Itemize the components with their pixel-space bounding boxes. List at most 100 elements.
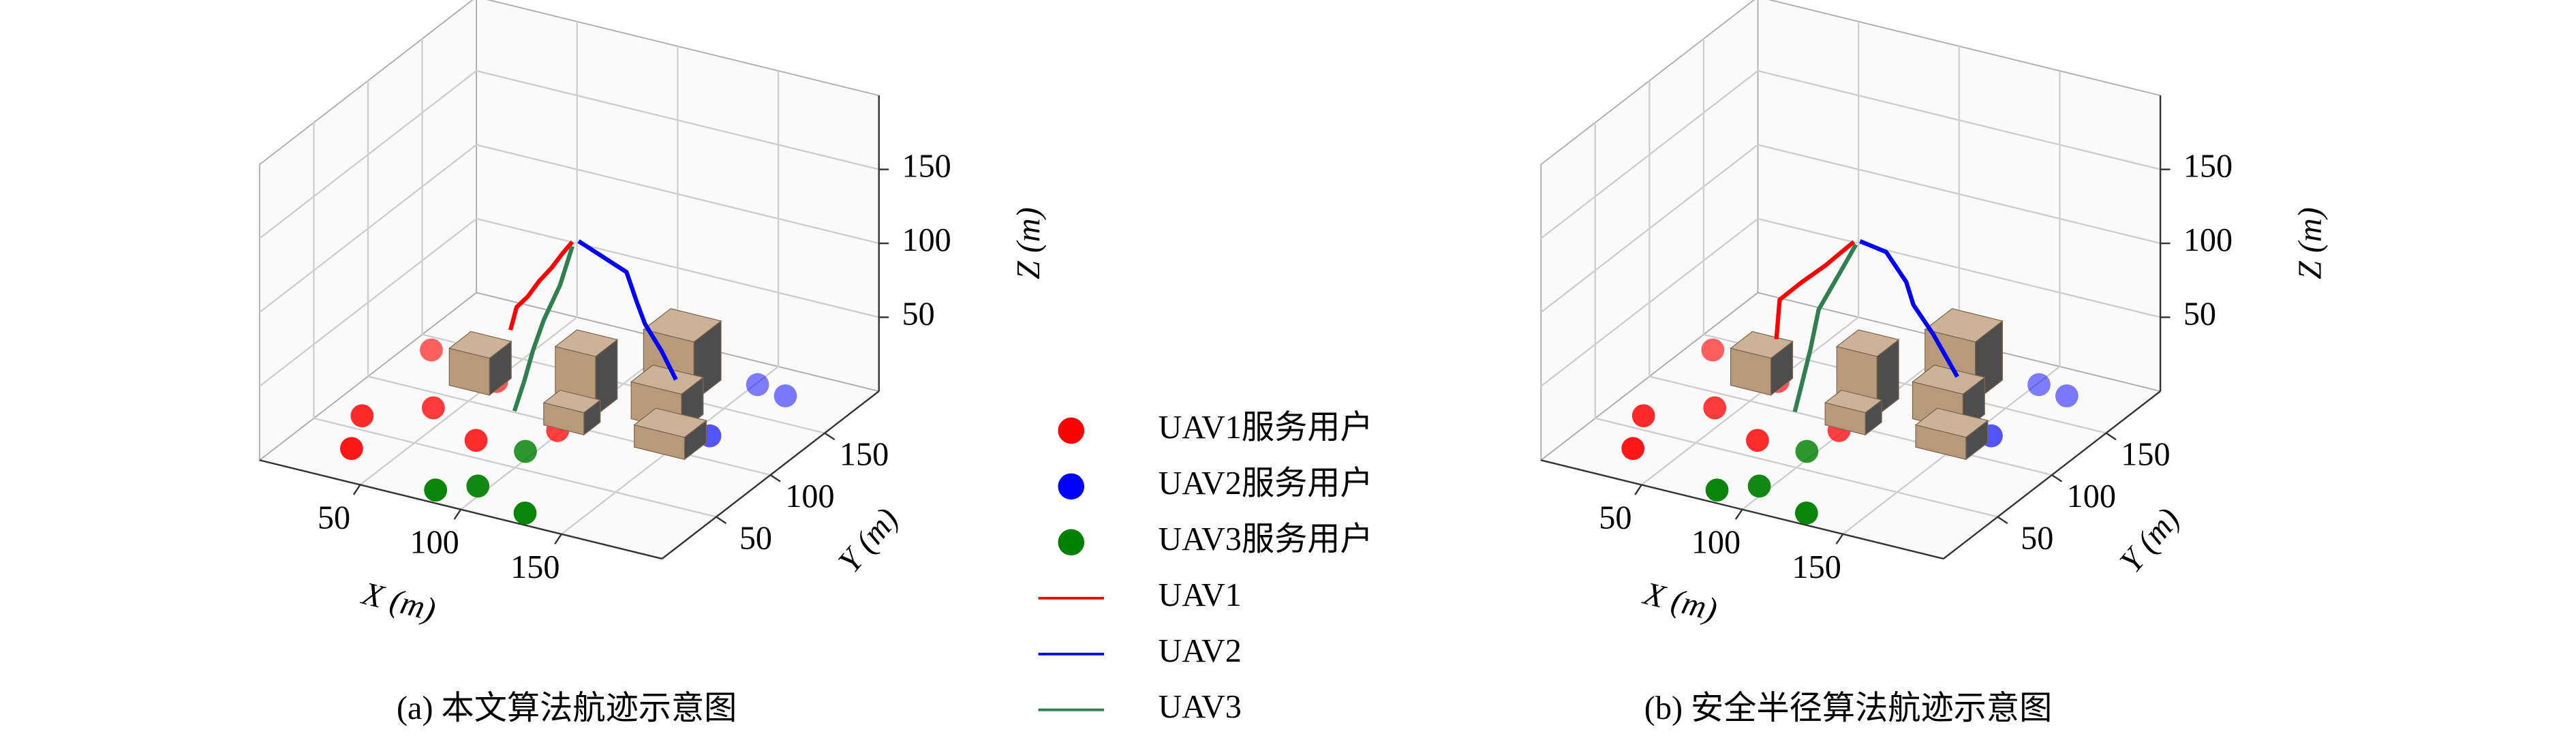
y-tick bbox=[2051, 474, 2063, 482]
legend-marker bbox=[1058, 417, 1085, 444]
building-top bbox=[1835, 329, 1900, 357]
trajectory bbox=[508, 240, 574, 331]
x-axis bbox=[259, 459, 662, 560]
x-tick-label: 150 bbox=[510, 549, 559, 585]
legend-marker bbox=[1058, 529, 1085, 556]
user-point bbox=[2055, 384, 2079, 408]
x-tick bbox=[1734, 508, 1743, 520]
user-point bbox=[424, 478, 448, 502]
grid-line bbox=[1540, 217, 1759, 387]
y-tick-label: 100 bbox=[785, 478, 834, 514]
user-point bbox=[339, 437, 363, 461]
x-tick bbox=[1634, 484, 1642, 495]
x-tick-label: 50 bbox=[1599, 500, 1631, 536]
y-tick-label: 150 bbox=[840, 437, 889, 473]
z-tick-label: 50 bbox=[902, 296, 934, 333]
y-axis bbox=[1943, 390, 2161, 559]
user-point bbox=[466, 474, 490, 498]
user-point bbox=[746, 373, 769, 397]
grid-line bbox=[259, 70, 477, 239]
legend-label: UAV2 bbox=[1159, 633, 1242, 669]
building-top bbox=[542, 389, 602, 414]
x-tick-label: 150 bbox=[1792, 549, 1841, 585]
trajectory bbox=[512, 245, 574, 412]
trajectory bbox=[1859, 239, 1959, 378]
user-point bbox=[2027, 373, 2051, 397]
user-point bbox=[1795, 440, 1819, 463]
y-axis bbox=[661, 390, 880, 559]
user-point bbox=[1747, 474, 1771, 498]
x-axis-label: X (m) bbox=[1639, 575, 1721, 628]
user-point bbox=[1703, 396, 1727, 420]
user-point bbox=[420, 338, 443, 362]
user-point bbox=[1701, 338, 1725, 362]
grid-line bbox=[313, 417, 717, 518]
grid-line bbox=[1758, 70, 2161, 170]
building-top bbox=[1924, 308, 2004, 343]
grid-line bbox=[1540, 144, 1759, 313]
z-axis-label: Z (m) bbox=[2292, 207, 2328, 279]
user-point bbox=[421, 396, 445, 420]
building-top bbox=[630, 365, 705, 395]
y-tick-label: 100 bbox=[2067, 478, 2116, 514]
z-axis-label: Z (m) bbox=[1011, 207, 1047, 279]
y-tick-label: 150 bbox=[2121, 437, 2170, 473]
user-point bbox=[1621, 437, 1645, 461]
building-top bbox=[643, 308, 722, 343]
legend-label: UAV3 bbox=[1159, 689, 1242, 725]
caption: (a) 本文算法航迹示意图 bbox=[397, 690, 737, 726]
building-top bbox=[448, 330, 512, 359]
z-tick-label: 50 bbox=[2183, 296, 2216, 333]
x-tick bbox=[1835, 534, 1844, 544]
grid-line bbox=[259, 217, 477, 387]
user-point bbox=[514, 440, 537, 463]
x-tick bbox=[554, 534, 562, 544]
y-tick bbox=[824, 432, 835, 441]
grid-line bbox=[476, 70, 880, 170]
trajectory bbox=[577, 239, 678, 381]
y-tick bbox=[1997, 516, 2008, 525]
grid-line bbox=[1758, 217, 2161, 318]
z-tick-label: 100 bbox=[2183, 222, 2233, 258]
y-axis-label: Y (m) bbox=[831, 501, 906, 579]
building-top bbox=[633, 408, 707, 438]
z-tick-label: 100 bbox=[902, 222, 951, 258]
y-tick bbox=[2105, 432, 2117, 441]
legend-label: UAV3服务用户 bbox=[1159, 521, 1373, 557]
building-top bbox=[1914, 408, 1989, 438]
x-tick-label: 100 bbox=[410, 525, 459, 561]
user-point bbox=[464, 429, 488, 452]
user-point bbox=[1794, 502, 1818, 525]
x-tick bbox=[453, 508, 462, 520]
user-point bbox=[513, 502, 537, 525]
y-tick bbox=[769, 474, 781, 482]
legend-label: UAV1服务用户 bbox=[1159, 410, 1373, 446]
grid-line bbox=[1758, 144, 2161, 245]
building-top bbox=[554, 329, 619, 357]
trajectory bbox=[1792, 243, 1858, 413]
y-tick-label: 50 bbox=[2021, 521, 2053, 557]
building-top bbox=[1824, 389, 1883, 414]
user-point bbox=[350, 404, 374, 428]
legend-label: UAV2服务用户 bbox=[1159, 465, 1373, 502]
user-point bbox=[1746, 429, 1769, 452]
grid-line bbox=[259, 144, 477, 313]
x-tick-label: 100 bbox=[1691, 525, 1741, 561]
building-top bbox=[1912, 365, 1986, 395]
user-point bbox=[773, 384, 797, 408]
x-tick-label: 50 bbox=[318, 500, 350, 536]
grid-line bbox=[1540, 70, 1759, 239]
grid-line bbox=[476, 217, 880, 318]
grid-line bbox=[1595, 417, 1998, 518]
user-point bbox=[1705, 478, 1729, 502]
grid-line bbox=[476, 144, 880, 245]
trajectory bbox=[1774, 240, 1856, 340]
y-tick-label: 50 bbox=[739, 521, 772, 557]
x-axis-label: X (m) bbox=[358, 575, 440, 628]
caption: (b) 安全半径算法航迹示意图 bbox=[1644, 690, 2052, 726]
y-tick bbox=[716, 516, 727, 525]
legend-marker bbox=[1058, 473, 1085, 500]
y-axis-label: Y (m) bbox=[2113, 501, 2187, 579]
